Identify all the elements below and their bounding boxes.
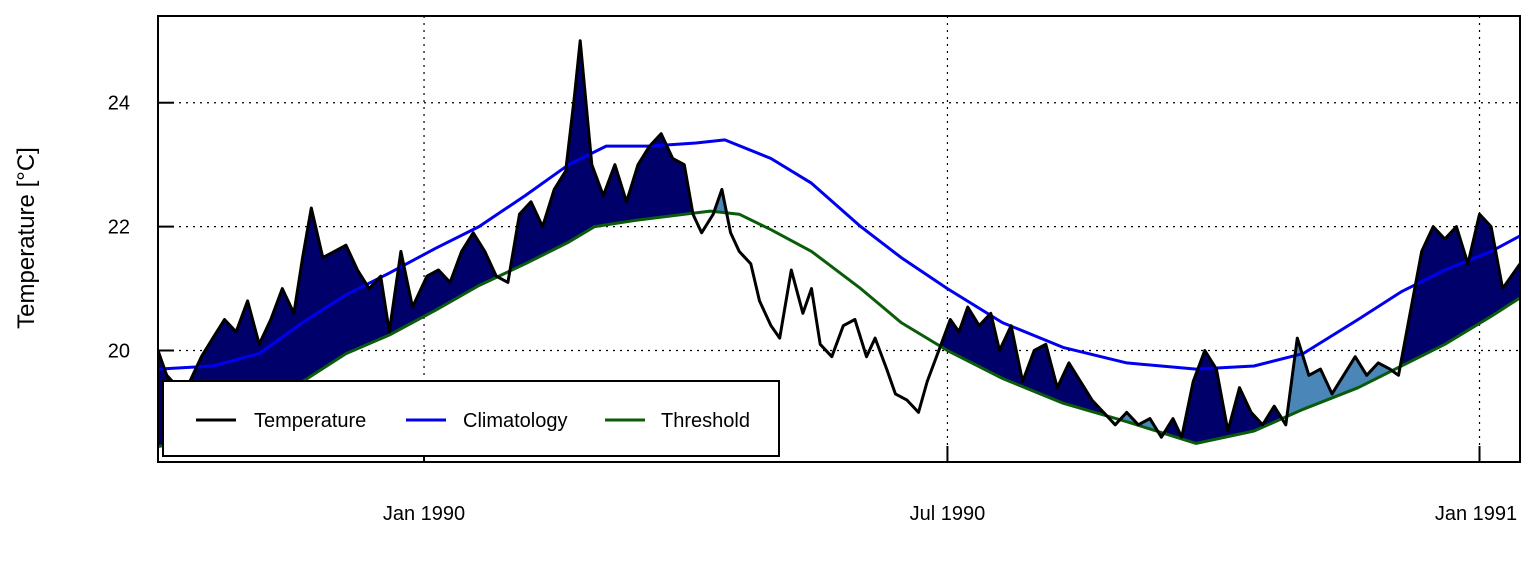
plot-frame: [157, 15, 1521, 463]
series-line-temperature: [158, 39, 1520, 439]
legend: Temperature Climatology Threshold: [162, 380, 780, 457]
y-tick-label: 20: [108, 341, 130, 363]
legend-label-temperature: Temperature: [254, 410, 366, 432]
x-tick-label: Jul 1990: [910, 503, 986, 525]
series-lines: [158, 39, 1520, 448]
event-fill-major: [1164, 350, 1282, 444]
y-tick-label: 24: [108, 93, 130, 115]
series-line-threshold: [158, 209, 1520, 448]
legend-label-threshold: Threshold: [661, 410, 750, 432]
legend-label-climatology: Climatology: [463, 410, 567, 432]
y-axis-title: Temperature [°C]: [13, 147, 40, 329]
event-fill-minor: [714, 189, 727, 213]
event-fill-major: [510, 40, 692, 271]
event-fill-major: [941, 307, 1107, 416]
x-tick-label: Jan 1991: [1435, 503, 1517, 525]
legend-box: [162, 380, 780, 457]
axes: Jan 1990 Jul 1990 Jan 1991 20 22 24: [108, 93, 1517, 525]
y-tick-label: 22: [108, 217, 130, 239]
x-tick-label: Jan 1990: [383, 503, 465, 525]
event-fill-minor: [1287, 338, 1392, 417]
